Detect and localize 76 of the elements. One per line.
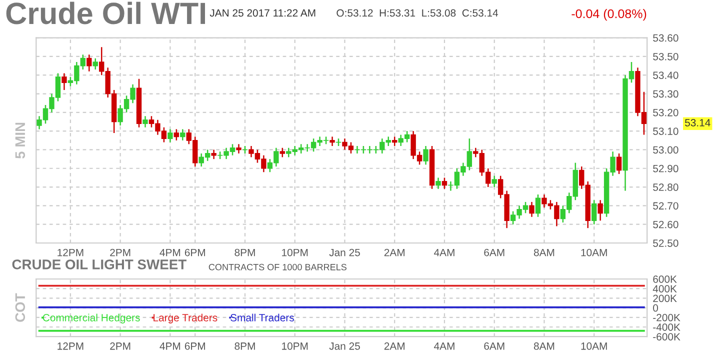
- y-tick-label: 53.50: [653, 52, 678, 60]
- x-tick-label: 12PM: [58, 248, 84, 256]
- chart-title: Crude Oil WTI: [6, 2, 206, 24]
- y-axis-title: 5 MIN: [15, 122, 26, 158]
- candlestick: [423, 145, 428, 166]
- x-tick-label: 2PM: [110, 248, 130, 256]
- chart-subtitle: CONTRACTS OF 1000 BARRELS: [208, 264, 346, 270]
- x-tick-label: 8PM: [234, 248, 255, 256]
- candlestick: [92, 58, 98, 70]
- candlestick: [180, 128, 186, 142]
- text: 53.14: [685, 119, 710, 126]
- y-tick-label: 53.00: [653, 146, 678, 154]
- x-tick-label: 10PM: [282, 342, 308, 350]
- x-tick-label: 8AM: [534, 342, 554, 350]
- y-tick-label: -600K: [653, 333, 680, 340]
- y-tick-label: 400K: [652, 285, 677, 292]
- x-tick-label: 6PM: [184, 342, 205, 350]
- candlestick: [591, 199, 597, 225]
- candlestick: [436, 177, 441, 190]
- y-tick-label: 52.60: [653, 220, 678, 228]
- y-tick-label: 52.90: [653, 164, 678, 172]
- x-tick-label: 4AM: [434, 248, 454, 256]
- candlestick: [535, 194, 541, 218]
- y-tick-label: 53.60: [653, 34, 678, 42]
- chart-title: CRUDE OIL LIGHT SWEET: [12, 260, 186, 270]
- candlestick: [236, 144, 242, 154]
- x-tick-label: 12PM: [58, 342, 84, 350]
- candlestick: [280, 147, 285, 158]
- candlestick: [598, 199, 603, 222]
- y-axis-title: COT: [15, 293, 26, 322]
- x-tick-label: 6PM: [184, 248, 205, 256]
- legend-label: Large Traders: [154, 314, 218, 324]
- candlestick: [62, 72, 67, 91]
- candlestick: [492, 175, 497, 188]
- x-tick-label: 6AM: [484, 342, 504, 350]
- candlestick: [86, 54, 92, 72]
- y-tick-label: -200K: [653, 314, 680, 322]
- x-tick-label: Jan 25: [329, 248, 360, 256]
- x-tick-label: Jan 25: [329, 342, 360, 350]
- x-tick-label: 2AM: [384, 248, 404, 256]
- y-tick-label: 52.80: [653, 184, 678, 191]
- candlestick: [174, 128, 180, 142]
- candlestick: [529, 201, 534, 218]
- x-tick-label: 10PM: [282, 248, 308, 256]
- candlestick: [168, 128, 173, 143]
- y-tick-label: 200K: [653, 294, 677, 302]
- y-tick-label: 52.50: [653, 240, 678, 247]
- candlestick: [211, 149, 216, 160]
- x-tick-label: 10AM: [581, 342, 607, 350]
- candlestick: [442, 177, 448, 190]
- x-tick-label: 8PM: [234, 342, 255, 350]
- chart-subtitle: JAN 25 2017 11:22 AM: [210, 9, 316, 17]
- candlestick: [392, 136, 398, 147]
- candlestick: [616, 152, 622, 175]
- y-tick-label: 0: [653, 304, 658, 312]
- x-tick-label: 4PM: [160, 342, 180, 350]
- y-tick-label: 600K: [653, 276, 677, 283]
- candlestick: [330, 136, 335, 147]
- text: -0.04 (0.08%): [572, 9, 646, 21]
- y-tick-label: 53.30: [653, 90, 678, 98]
- candlestick: [142, 116, 148, 128]
- x-tick-label: 10AM: [581, 248, 607, 256]
- y-tick-label: 53.20: [653, 108, 678, 116]
- legend-label: Small Traders: [230, 314, 294, 322]
- x-tick-label: 6AM: [484, 248, 504, 256]
- x-tick-label: 4AM: [434, 342, 454, 350]
- x-tick-label: 2AM: [384, 342, 404, 350]
- y-tick-label: 53.40: [653, 72, 678, 79]
- y-tick-label: 53.10: [653, 128, 678, 135]
- y-tick-label: 52.70: [653, 202, 678, 210]
- y-tick-label: -400K: [653, 324, 680, 331]
- x-tick-label: 2PM: [110, 342, 130, 350]
- x-tick-label: 8AM: [534, 248, 554, 256]
- text: O:53.12 H:53.31 L:53.08 C:53.14: [336, 9, 498, 17]
- legend-label: Commercial Hedgers: [42, 314, 140, 324]
- x-tick-label: 4PM: [160, 248, 180, 256]
